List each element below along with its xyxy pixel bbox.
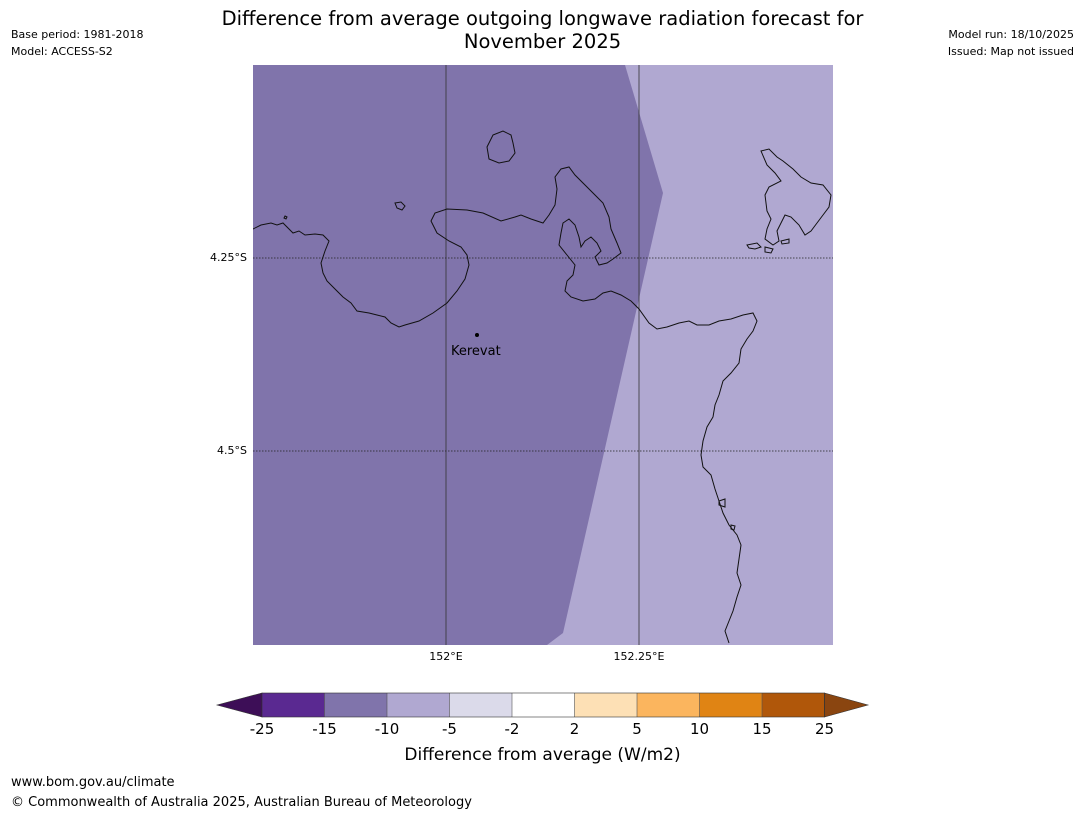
colorbar-bin-9 <box>762 693 825 717</box>
issued-text: Issued: Map not issued <box>947 45 1074 58</box>
forecast-map: Kerevat <box>253 65 833 645</box>
colorbar-tick-label: -25 <box>249 720 275 738</box>
coastline-ne-islet-2 <box>764 246 774 254</box>
coastline-islet-west <box>394 201 406 211</box>
coastlines <box>253 130 832 644</box>
coastline-east-islet-1 <box>718 498 726 508</box>
model-run-text: Model run: 18/10/2025 <box>948 28 1074 41</box>
colorbar-tick-label: 15 <box>752 720 772 738</box>
colorbar-tick-label: -15 <box>312 720 337 738</box>
coastline-islet-dot <box>283 215 288 220</box>
lon-label-152-25: 152.25°E <box>613 650 665 663</box>
coastline-main <box>253 166 758 644</box>
lon-label-152: 152°E <box>429 650 463 663</box>
colorbar-tick-label: -2 <box>504 720 520 738</box>
map-title: Difference from average outgoing longwav… <box>160 7 925 53</box>
anomaly-region-west <box>253 65 663 645</box>
base-period-text: Base period: 1981-2018 <box>11 28 144 41</box>
coastline-ne-island <box>760 148 832 246</box>
coastline-small-island-north <box>486 130 516 164</box>
header-right-info: Model run: 18/10/2025 Issued: Map not is… <box>948 26 1074 60</box>
colorbar-bin-8 <box>699 693 762 717</box>
footer-url: www.bom.gov.au/climate <box>11 775 175 790</box>
header-left-info: Base period: 1981-2018 Model: ACCESS-S2 <box>11 26 143 60</box>
colorbar-bin-6 <box>574 693 637 717</box>
map-title-line2: November 2025 <box>463 30 622 53</box>
colorbar-dividers <box>324 693 763 717</box>
colorbar-tick-label: -5 <box>442 720 457 738</box>
colorbar-outline <box>261 692 825 718</box>
colorbar-tick-label: 25 <box>814 720 835 738</box>
colorbar-extend-high <box>824 692 870 718</box>
map-canvas: Kerevat <box>253 65 833 645</box>
colorbar-tick-label: 10 <box>689 720 710 738</box>
coastline-east-islet-2 <box>730 524 736 531</box>
kerevat-marker <box>475 333 479 337</box>
colorbar-title: Difference from average (W/m2) <box>404 745 681 765</box>
lat-label-4-25: 4.25°S <box>210 251 247 264</box>
colorbar <box>215 692 870 718</box>
colorbar-extend-low <box>215 692 263 718</box>
footer-copyright: © Commonwealth of Australia 2025, Austra… <box>11 795 472 810</box>
colorbar-bin-5 <box>512 693 575 717</box>
colorbar-tick-label: -10 <box>374 720 400 738</box>
colorbar-bin-7 <box>637 693 700 717</box>
colorbar-bin-4 <box>449 693 512 717</box>
colorbar-tick-label: 2 <box>569 720 580 738</box>
colorbar-bin-3 <box>387 693 450 717</box>
colorbar-bin-2 <box>324 693 387 717</box>
coastline-ne-islet-3 <box>780 238 790 245</box>
kerevat-label: Kerevat <box>451 344 501 359</box>
coastline-ne-islet-1 <box>746 242 762 250</box>
model-text: Model: ACCESS-S2 <box>11 45 113 58</box>
lat-label-4-5: 4.5°S <box>217 444 247 457</box>
colorbar-bin-1 <box>262 693 325 717</box>
colorbar-tick-label: 5 <box>632 720 642 738</box>
map-title-line1: Difference from average outgoing longwav… <box>221 7 864 30</box>
